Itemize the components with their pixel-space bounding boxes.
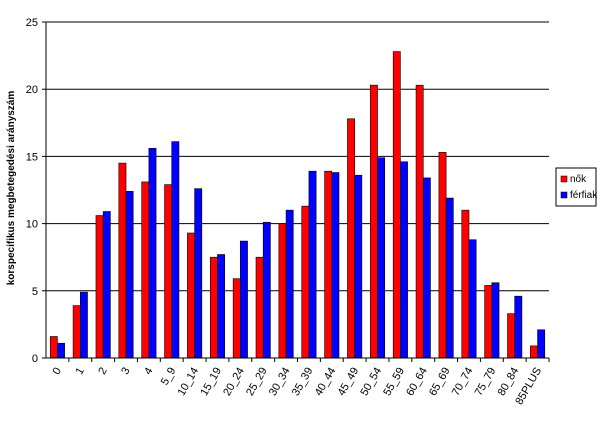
x-tick-label: 30_34 [267,366,293,398]
y-tick-label: 25 [26,17,38,29]
x-tick-label: 1 [73,366,86,377]
x-tick-label: 4 [142,366,155,377]
bar-nok-25_29 [255,256,264,359]
bar-ferfiak-25_29 [262,221,271,359]
y-tick-label: 20 [26,84,38,96]
x-tick-label: 5_9 [159,366,179,388]
bar-ferfiak-60_64 [422,177,431,359]
bar-ferfiak-30_34 [285,209,294,359]
y-axis-title: korspecifikus megbetegedési arányszám [6,91,17,286]
bar-ferfiak-3 [125,191,134,359]
legend-label-nok: nők [570,174,587,185]
x-tick-label: 55_59 [381,366,407,398]
x-tick-label: 75_79 [473,366,499,398]
bar-nok-30_34 [278,223,287,359]
bar-nok-40_44 [324,170,333,359]
x-tick-label: 50_54 [358,366,384,398]
legend-swatch-nok [560,175,568,183]
x-tick-label: 60_64 [404,366,430,398]
x-axis-ticks: 0 1 2 3 4 5_910_1415_1920_2425_2930_3435_3940… [51,366,545,407]
legend-label-ferfiak: férfiak [570,190,598,201]
bar-nok-70_74 [461,209,470,359]
bar-nok-20_24 [232,278,241,359]
legend-swatch-ferfiak [560,191,568,199]
bar-nok-55_59 [392,51,401,359]
legend: nők férfiak [555,167,598,207]
bar-nok-3 [118,162,127,359]
x-tick-label: 40_44 [313,366,339,398]
bar-ferfiak-0 [57,342,65,359]
bar-ferfiak-75_79 [491,282,500,359]
bar-ferfiak-55_59 [400,161,408,359]
bar-nok-2 [95,215,104,359]
y-tick-label: 10 [26,219,38,231]
x-tick-label: 65_69 [427,366,453,398]
bar-nok-0 [49,336,58,359]
x-tick-label: 20_24 [221,366,247,398]
bar-ferfiak-10_14 [194,188,203,359]
bar-ferfiak-65_69 [445,197,454,359]
bar-ferfiak-85PLUS [537,329,546,359]
bar-nok-45_49 [347,118,355,359]
bar-nok-10_14 [187,232,195,359]
bar-nok-75_79 [484,285,493,359]
x-tick-label: 3 [119,366,132,377]
bar-ferfiak-45_49 [354,174,363,359]
legend-box [555,167,597,207]
bar-ferfiak-50_54 [377,157,386,359]
bar-nok-50_54 [370,84,378,359]
x-tick-label: 2 [96,366,109,377]
y-tick-label: 15 [26,151,38,163]
bar-ferfiak-5_9 [171,141,180,359]
x-tick-label: 45_49 [336,366,362,398]
bar-ferfiak-35_39 [308,170,317,359]
axes [42,21,550,362]
x-tick-label: 35_39 [290,366,316,398]
y-axis-ticks: 0 5 10 15 20 25 [26,17,38,365]
bar-nok-4 [141,181,150,359]
bar-nok-60_64 [415,84,424,359]
bar-nok-80_84 [507,313,516,359]
x-tick-label: 0 [51,366,64,377]
bar-ferfiak-40_44 [331,172,340,359]
bar-nok-1 [72,305,81,359]
bar-ferfiak-80_84 [514,295,523,359]
bar-ferfiak-1 [79,291,88,359]
bars [49,51,546,359]
bar-ferfiak-2 [102,211,111,359]
bar-nok-5_9 [164,184,173,359]
bar-ferfiak-15_19 [217,254,225,359]
bar-ferfiak-70_74 [468,239,477,359]
y-tick-label: 0 [32,353,38,365]
bar-nok-35_39 [301,205,310,359]
x-tick-label: 10_14 [176,366,202,398]
bar-nok-85PLUS [530,345,538,359]
x-tick-label: 70_74 [450,366,476,398]
bar-nok-65_69 [438,152,447,359]
bar-ferfiak-4 [148,148,157,359]
x-tick-label: 25_29 [244,366,270,398]
y-tick-label: 5 [32,286,38,298]
bar-ferfiak-20_24 [240,240,248,359]
bar-nok-15_19 [209,256,218,359]
x-tick-label: 15_19 [198,366,224,398]
